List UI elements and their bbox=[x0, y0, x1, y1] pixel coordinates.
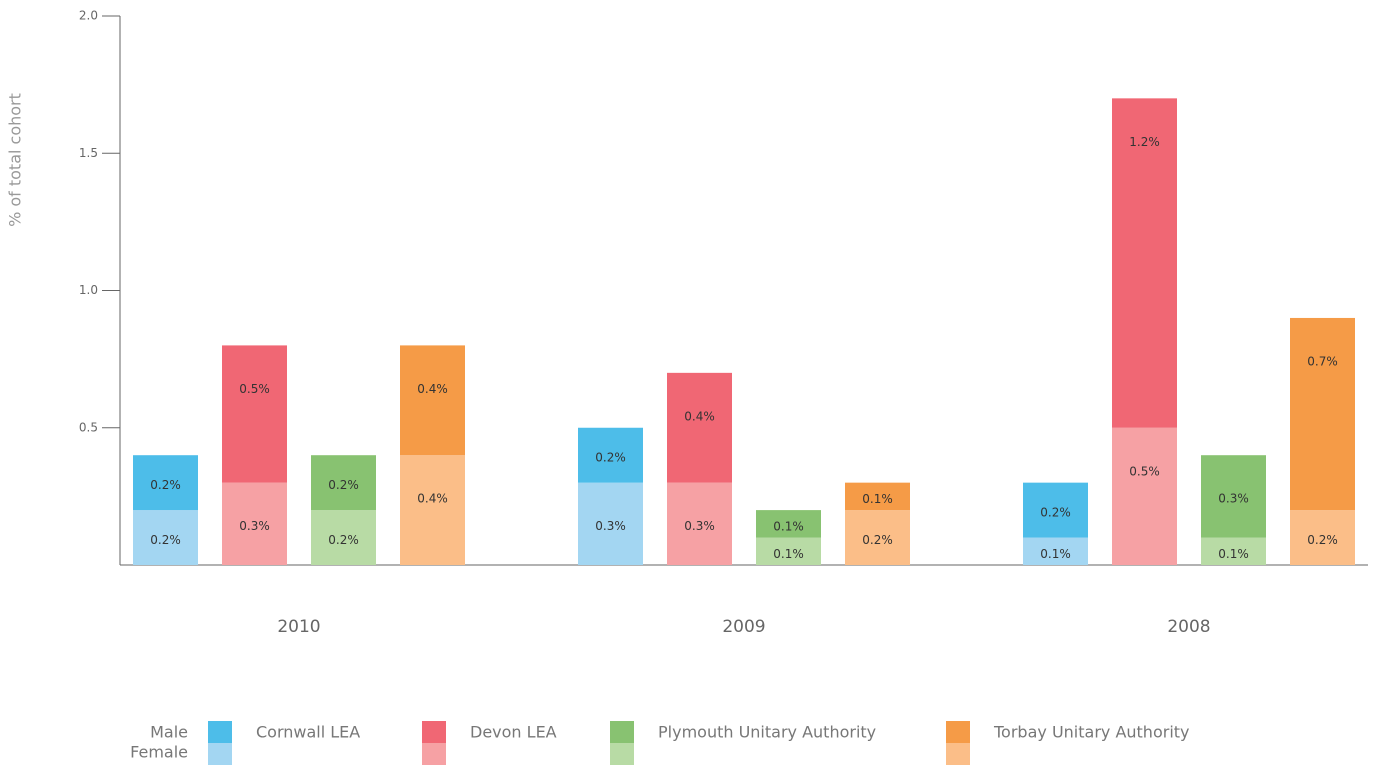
legend-label: Devon LEA bbox=[470, 723, 557, 742]
bar-segment bbox=[222, 482, 287, 565]
bar-segment bbox=[1290, 317, 1355, 511]
value-label: 0.3% bbox=[684, 519, 715, 533]
value-label: 0.1% bbox=[862, 492, 893, 506]
bar-segment bbox=[845, 482, 910, 511]
value-label: 0.7% bbox=[1307, 354, 1338, 368]
value-label: 0.1% bbox=[1218, 547, 1249, 561]
value-label: 1.2% bbox=[1129, 135, 1160, 149]
value-label: 0.3% bbox=[595, 519, 626, 533]
bar-segment bbox=[578, 427, 643, 483]
legend-swatch bbox=[946, 743, 970, 765]
bar-segment bbox=[756, 537, 821, 565]
legend-swatch bbox=[422, 743, 446, 765]
bar-segment bbox=[1201, 537, 1266, 565]
legend-swatch bbox=[208, 743, 232, 765]
bar-segment bbox=[133, 510, 198, 565]
legend-swatch bbox=[946, 721, 970, 743]
legend-label: Plymouth Unitary Authority bbox=[658, 723, 876, 742]
legend-swatch bbox=[208, 721, 232, 743]
value-label: 0.2% bbox=[595, 451, 626, 465]
bar-segment bbox=[578, 482, 643, 565]
value-label: 0.4% bbox=[417, 382, 448, 396]
bar-segment bbox=[1023, 537, 1088, 565]
value-label: 0.2% bbox=[150, 533, 181, 547]
value-label: 0.5% bbox=[1129, 464, 1160, 478]
value-label: 0.2% bbox=[862, 533, 893, 547]
bar-segment bbox=[400, 455, 465, 565]
bar-segment bbox=[1290, 510, 1355, 565]
bar-segment bbox=[1112, 427, 1177, 565]
legend-label: Torbay Unitary Authority bbox=[993, 723, 1190, 742]
y-tick-label: 1.5 bbox=[79, 146, 98, 160]
bar-segment bbox=[222, 345, 287, 483]
bar-segment bbox=[1023, 482, 1088, 538]
y-tick-label: 0.5 bbox=[79, 420, 98, 434]
legend-swatch bbox=[610, 721, 634, 743]
bar-segment bbox=[756, 510, 821, 538]
y-tick-label: 2.0 bbox=[79, 9, 98, 23]
bar-segment bbox=[400, 345, 465, 456]
bar-segment bbox=[667, 482, 732, 565]
value-label: 0.2% bbox=[1307, 533, 1338, 547]
bar-segment bbox=[845, 510, 910, 565]
legend-stack-label: Male bbox=[150, 723, 188, 742]
bar-segment bbox=[311, 510, 376, 565]
legend-stack-label: Female bbox=[130, 743, 188, 762]
bar-segment bbox=[667, 372, 732, 483]
bar-segment bbox=[311, 455, 376, 511]
value-label: 0.2% bbox=[328, 533, 359, 547]
value-label: 0.5% bbox=[239, 382, 270, 396]
bar-segment bbox=[1201, 455, 1266, 538]
x-tick-label: 2010 bbox=[277, 617, 320, 637]
value-label: 0.1% bbox=[773, 547, 804, 561]
y-tick-label: 1.0 bbox=[79, 283, 98, 297]
bar-segment bbox=[133, 455, 198, 511]
value-label: 0.2% bbox=[150, 478, 181, 492]
value-label: 0.4% bbox=[684, 409, 715, 423]
value-label: 0.1% bbox=[1040, 547, 1071, 561]
x-tick-label: 2008 bbox=[1167, 617, 1210, 637]
value-label: 0.2% bbox=[328, 478, 359, 492]
value-label: 0.3% bbox=[1218, 492, 1249, 506]
value-label: 0.1% bbox=[773, 519, 804, 533]
value-label: 0.4% bbox=[417, 492, 448, 506]
x-tick-label: 2009 bbox=[722, 617, 765, 637]
legend-swatch bbox=[422, 721, 446, 743]
legend-swatch bbox=[610, 743, 634, 765]
value-label: 0.2% bbox=[1040, 506, 1071, 520]
y-axis-label: % of total cohort bbox=[6, 93, 25, 227]
value-label: 0.3% bbox=[239, 519, 270, 533]
legend-label: Cornwall LEA bbox=[256, 723, 360, 742]
bar-segment bbox=[1112, 98, 1177, 428]
